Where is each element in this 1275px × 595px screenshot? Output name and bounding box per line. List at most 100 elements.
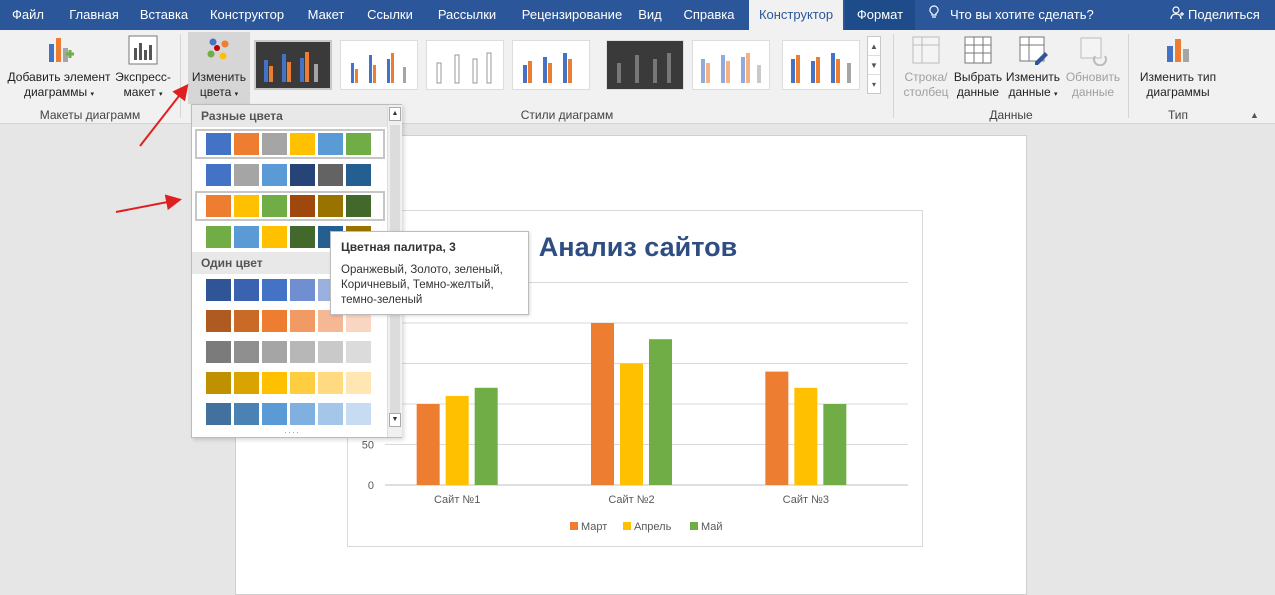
monochrome-palette-row[interactable] [195,368,385,398]
color-swatch [290,372,315,394]
monochrome-palette-row[interactable] [195,399,385,429]
colorful-palette-row[interactable] [195,160,385,190]
add-chart-element-button[interactable]: Добавить элемент диаграммы ▾ [6,34,112,104]
edit-data-label2: данные [1008,85,1051,99]
color-swatch [262,195,287,217]
divider [1128,34,1129,118]
scroll-down-icon[interactable]: ▼ [389,413,401,427]
change-chart-type-label2: диаграммы [1146,85,1210,99]
tab-review[interactable]: Рецензирование [521,7,623,22]
color-swatch [346,341,371,363]
tab-design[interactable]: Конструктор [209,7,285,22]
gallery-scroll[interactable]: ▲ ▼ ▾ [867,36,881,94]
edit-data-button[interactable]: Изменить данные ▾ [1004,34,1062,104]
color-swatch [290,310,315,332]
color-swatch [318,164,343,186]
switch-row-column-label1: Строка/ [904,70,948,84]
tell-me-search[interactable]: Что вы хотите сделать? [928,0,1094,30]
legend-label: Март [581,521,607,533]
tab-chart-design[interactable]: Конструктор [749,0,843,30]
group-label-styles: Стили диаграмм [520,108,614,122]
color-swatch [234,279,259,301]
palette-tooltip: Цветная палитра, 3 Оранжевый, Золото, зе… [330,231,529,315]
color-swatch [318,195,343,217]
color-swatch [262,403,287,425]
refresh-data-button[interactable]: Обновить данные [1062,34,1124,104]
menu-bar: Файл Главная Вставка Конструктор Макет С… [0,0,1275,30]
chart-style-2[interactable] [340,40,418,90]
red-arrow-2 [115,194,182,213]
tab-mailings[interactable]: Рассылки [437,7,497,22]
chevron-down-icon: ▾ [158,91,163,98]
gallery-more-icon[interactable]: ▾ [871,80,876,89]
chart-style-6[interactable] [692,40,770,90]
bar[interactable] [620,363,643,486]
monochrome-palette-row[interactable] [195,306,385,336]
tab-help[interactable]: Справка [683,7,735,22]
chart-title[interactable]: Анализ сайтов [539,232,737,262]
tab-file[interactable]: Файл [12,7,44,22]
color-swatch [206,310,231,332]
select-data-button[interactable]: Выбрать данные [952,34,1004,104]
colorful-palette-row[interactable] [195,191,385,221]
change-colors-button[interactable]: Изменить цвета ▾ [188,32,250,104]
chart-style-1[interactable] [254,40,332,90]
collapse-ribbon-icon[interactable]: ▲ [1250,110,1259,120]
color-swatch [206,164,231,186]
monochrome-palette-row[interactable] [195,337,385,367]
scroll-up-icon[interactable]: ▲ [868,37,880,56]
bar[interactable] [474,387,498,485]
resize-grip-icon[interactable]: ···· [284,427,300,437]
colorful-palette-row[interactable] [195,129,385,159]
switch-row-column-button[interactable]: Строка/ столбец [900,34,952,104]
bar[interactable] [823,404,847,485]
bar[interactable] [649,339,672,485]
bar[interactable] [445,395,469,485]
color-swatch [206,226,231,248]
change-chart-type-button[interactable]: Изменить тип диаграммы [1134,34,1222,104]
select-data-icon [962,34,994,66]
chart-style-4[interactable] [512,40,590,90]
tab-layout[interactable]: Макет [307,7,345,22]
share-button[interactable]: Поделиться [1170,0,1260,30]
annotation-arrows [115,83,189,213]
scroll-up-icon[interactable]: ▲ [389,107,401,121]
bar[interactable] [591,323,614,485]
color-swatch [234,133,259,155]
tab-format[interactable]: Формат [845,0,915,30]
red-arrow-1 [139,83,189,147]
tab-view[interactable]: Вид [638,7,662,22]
color-swatch [290,133,315,155]
color-swatch [290,403,315,425]
scroll-down-icon[interactable]: ▼ [868,56,880,75]
chart-style-3[interactable] [426,40,504,90]
chart-style-7[interactable] [782,40,860,90]
color-swatch [234,310,259,332]
color-swatch [262,310,287,332]
chart-style-5[interactable] [606,40,684,90]
lightbulb-icon [928,0,942,30]
color-swatch [346,133,371,155]
color-swatch [262,372,287,394]
color-swatch [318,372,343,394]
chart-svg: Анализ сайтов 0 50 Сайт №1 Сайт №2 Сайт №3 Ма… [362,232,908,533]
bar[interactable] [794,387,818,485]
bar[interactable] [765,371,789,485]
color-swatch [262,341,287,363]
quick-layout-button[interactable]: Экспресс- макет ▾ [112,34,174,104]
color-swatch [234,164,259,186]
color-swatch [206,279,231,301]
add-chart-element-label2: диаграммы [23,85,88,99]
select-data-label1: Выбрать [953,70,1003,84]
tab-references[interactable]: Ссылки [367,7,413,22]
color-swatch [206,341,231,363]
color-swatch [234,226,259,248]
category-label: Сайт №3 [783,494,829,506]
change-colors-label2: цвета [199,85,232,99]
tab-insert[interactable]: Вставка [139,7,189,22]
chevron-down-icon: ▾ [1054,91,1058,98]
bar[interactable] [416,404,440,485]
tab-home[interactable]: Главная [69,7,119,22]
group-label-layouts: Макеты диаграмм [39,108,141,122]
color-swatch [234,403,259,425]
